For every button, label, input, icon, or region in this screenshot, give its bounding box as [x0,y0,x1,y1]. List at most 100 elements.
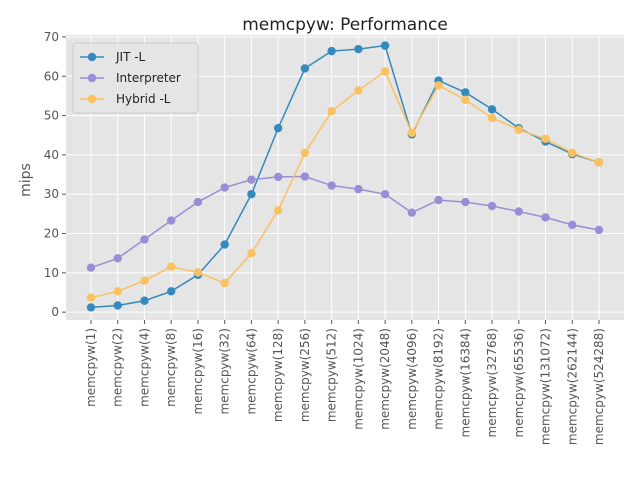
data-point [354,86,363,95]
data-point [514,125,523,134]
data-point [568,148,577,158]
data-point [140,235,149,244]
data-point [327,181,336,190]
data-point [434,81,443,90]
x-tick-label: memcpyw(8192) [432,328,446,430]
y-tick-label: 10 [44,266,59,280]
data-point [140,296,149,305]
data-point [541,213,550,222]
data-point [327,46,336,56]
data-point [407,128,417,138]
x-axis-ticks: memcpyw(1) memcpyw(2) memcpyw(4) memcpyw(8)… [84,320,606,445]
x-tick-label: memcpyw(32) [218,328,232,415]
data-point [487,201,497,211]
x-tick-label: memcpyw(2048) [378,328,392,430]
data-point [220,183,229,192]
data-point [380,67,390,76]
y-tick-label: 70 [44,30,59,44]
legend-label: JIT -L [115,50,146,64]
x-tick-label: memcpyw(4096) [405,328,419,430]
series-line [90,175,600,269]
data-point [113,287,122,296]
data-point [247,248,256,258]
y-tick-label: 60 [44,69,59,83]
data-point [86,293,96,302]
y-tick-label: 20 [44,227,59,241]
data-point [461,197,470,207]
y-axis-label: mips [18,163,34,197]
data-point [568,220,577,230]
legend-label: Interpreter [116,71,181,85]
legend-label: Hybrid -L [116,92,171,106]
y-tick-label: 0 [51,305,59,319]
data-point [113,254,122,263]
data-point [487,105,497,114]
legend: JIT -L Interpreter Hybrid -L [72,42,199,114]
data-point [247,175,256,184]
legend-box [72,42,199,114]
x-tick-label: memcpyw(16) [191,328,205,415]
data-point [461,88,470,97]
data-point [167,262,176,271]
data-point [273,172,283,182]
data-point [113,301,122,310]
series-interpreter [86,172,604,272]
data-point [220,278,229,288]
series-line [90,44,600,309]
legend-swatch-marker [87,52,97,62]
data-point [594,158,604,167]
data-point [300,64,310,73]
data-point [354,44,363,54]
y-tick-label: 50 [44,109,59,123]
x-tick-label: memcpyw(4) [137,328,151,407]
series-hybrid-l [86,67,604,302]
data-point [541,134,550,143]
x-tick-label: memcpyw(32768) [485,328,499,437]
data-point [86,263,96,272]
data-point [327,107,336,116]
x-tick-label: memcpyw(262144) [565,328,579,445]
x-tick-label: memcpyw(2) [111,328,125,407]
data-point [354,184,363,194]
data-point [380,190,390,199]
x-tick-label: memcpyw(16384) [458,328,472,437]
data-point [407,208,417,217]
x-tick-label: memcpyw(1) [84,328,98,407]
data-point [140,276,149,285]
x-tick-label: memcpyw(65536) [512,328,526,437]
x-tick-label: memcpyw(131072) [539,328,553,445]
data-point [167,216,176,225]
data-point [193,268,203,277]
data-point [273,206,283,215]
series-layer [86,41,604,312]
data-point [461,95,470,105]
y-axis-ticks: 0 10 20 30 40 50 60 70 [44,30,66,319]
data-point [487,113,497,123]
x-tick-label: memcpyw(256) [298,328,312,422]
data-point [380,41,390,50]
data-point [247,190,256,199]
data-point [594,225,604,235]
data-point [434,195,443,205]
x-tick-label: memcpyw(512) [325,328,339,422]
data-point [514,207,523,216]
data-point [300,172,310,181]
data-point [167,287,176,296]
x-tick-label: memcpyw(64) [244,328,258,415]
data-point [193,197,203,207]
data-point [300,148,310,158]
chart-title: memcpyw: Performance [242,15,448,35]
x-tick-label: memcpyw(8) [164,328,178,407]
legend-swatch-marker [87,73,97,83]
y-tick-label: 30 [44,187,59,201]
series-line [90,70,600,299]
data-point [86,303,96,312]
x-tick-label: memcpyw(128) [271,328,285,422]
data-point [273,123,283,133]
y-tick-label: 40 [44,148,59,162]
x-tick-label: memcpyw(1024) [351,328,365,430]
legend-swatch-marker [87,94,97,104]
data-point [220,240,229,249]
x-tick-label: memcpyw(524288) [592,328,606,445]
